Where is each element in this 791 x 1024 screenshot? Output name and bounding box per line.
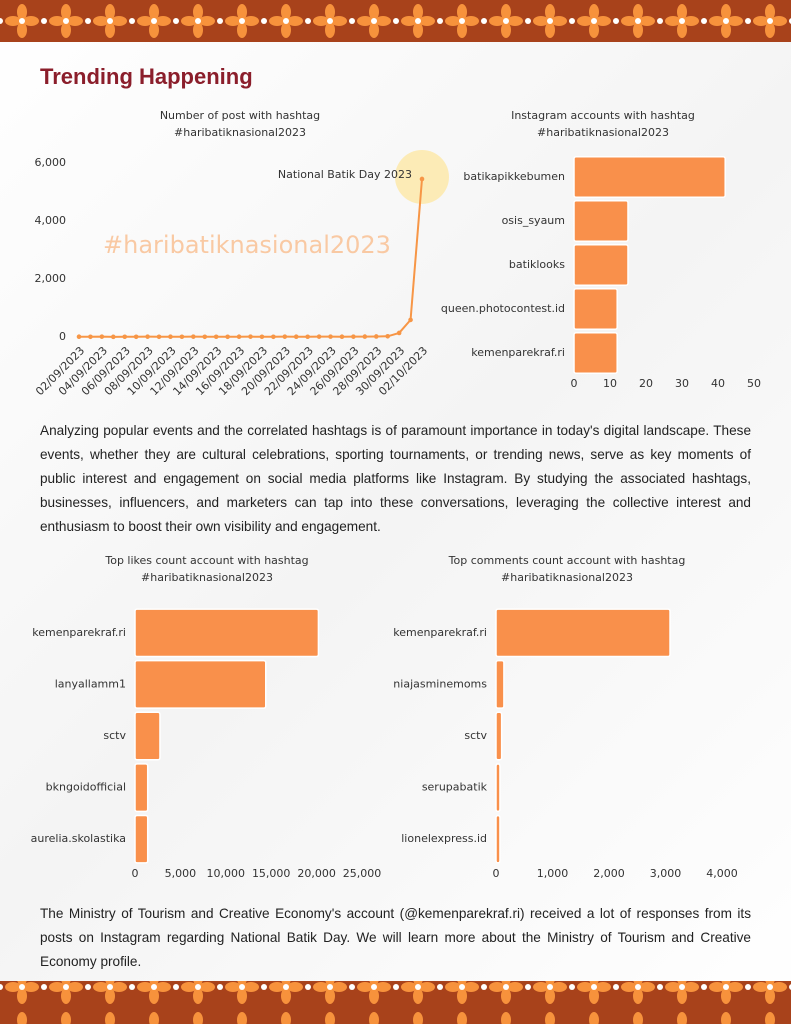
point (76, 334, 82, 340)
point (236, 334, 242, 340)
point (202, 334, 208, 340)
point (373, 334, 379, 339)
y-tick-label: niajasminemoms (393, 677, 487, 690)
point (225, 334, 230, 340)
bar (573, 156, 726, 198)
chart-title: Number of post with hashtag (160, 109, 320, 122)
point (419, 176, 425, 182)
chart-title: #haribatiknasional2023 (501, 571, 633, 584)
x-tick-label: 30 (675, 377, 689, 390)
bar (495, 659, 505, 709)
x-tick-label: 20,000 (297, 867, 336, 880)
point (351, 334, 356, 339)
x-tick-label: 3,000 (650, 867, 682, 880)
point (213, 334, 219, 340)
paragraph: The Ministry of Tourism and Creative Eco… (40, 906, 751, 969)
y-tick-label: queen.photocontest.id (441, 302, 565, 315)
point (271, 334, 276, 340)
chart-title: #haribatiknasional2023 (537, 126, 669, 139)
point (259, 334, 265, 340)
point (339, 334, 345, 340)
x-tick-label: 0 (571, 377, 578, 390)
x-tick-label: 15,000 (252, 867, 291, 880)
chart-title: #haribatiknasional2023 (174, 126, 306, 139)
y-tick-label: sctv (464, 729, 487, 742)
watermark: #haribatiknasional2023 (103, 231, 391, 259)
point (145, 334, 150, 339)
bar (495, 763, 501, 813)
top-border (0, 0, 791, 42)
point (396, 330, 402, 336)
bar (495, 711, 503, 761)
y-tick-label: kemenparekraf.ri (471, 346, 565, 359)
point (362, 334, 368, 339)
paragraph: Analyzing popular events and the correla… (40, 423, 751, 534)
point (156, 334, 162, 340)
y-tick-label: 6,000 (35, 156, 67, 169)
point (122, 334, 128, 340)
point (133, 334, 139, 340)
y-tick-label: 4,000 (35, 214, 67, 227)
point (111, 334, 116, 340)
point (408, 317, 413, 323)
x-tick-label: 50 (747, 377, 761, 390)
bar (134, 711, 161, 761)
y-tick-label: aurelia.skolastika (31, 832, 126, 845)
x-tick-label: 20 (639, 377, 653, 390)
bar (134, 659, 267, 709)
point (179, 334, 185, 340)
y-tick-label: batikapikkebumen (463, 170, 565, 183)
bottom-border (0, 981, 791, 1024)
point (385, 333, 391, 339)
x-tick-label: 10 (603, 377, 617, 390)
bar (573, 288, 618, 330)
chart-title: Top likes count account with hashtag (104, 554, 308, 567)
point (316, 334, 322, 339)
annotation: National Batik Day 2023 (278, 168, 412, 181)
page-title: Trending Happening (40, 64, 253, 89)
y-tick-label: kemenparekraf.ri (32, 626, 126, 639)
point (99, 334, 105, 339)
x-tick-label: 1,000 (537, 867, 569, 880)
bar (495, 608, 671, 658)
bar (134, 608, 320, 658)
point (248, 334, 253, 339)
point (88, 334, 93, 340)
y-tick-label: kemenparekraf.ri (393, 626, 487, 639)
x-tick-label: 40 (711, 377, 725, 390)
x-tick-label: 0 (493, 867, 500, 880)
bar (573, 332, 618, 374)
bar (495, 814, 501, 864)
x-tick-label: 25,000 (343, 867, 382, 880)
point (328, 334, 333, 339)
y-tick-label: 0 (59, 330, 66, 343)
x-tick-label: 5,000 (165, 867, 197, 880)
chart-title: Top comments count account with hashtag (448, 554, 686, 567)
y-tick-label: bkngoidofficial (46, 781, 126, 794)
y-tick-label: 2,000 (35, 272, 67, 285)
point (282, 334, 288, 339)
chart-title: #haribatiknasional2023 (141, 571, 273, 584)
y-tick-label: serupabatik (422, 781, 488, 794)
point (305, 334, 310, 340)
point (191, 334, 196, 339)
x-tick-label: 2,000 (593, 867, 625, 880)
bar (573, 244, 629, 286)
x-tick-label: 0 (132, 867, 139, 880)
bar (134, 814, 149, 864)
bar (134, 763, 149, 813)
point (293, 334, 299, 340)
point (168, 334, 173, 340)
x-tick-label: 4,000 (706, 867, 738, 880)
bar (573, 200, 629, 242)
y-tick-label: osis_syaum (502, 214, 565, 227)
y-tick-label: sctv (103, 729, 126, 742)
y-tick-label: lanyallamm1 (55, 677, 126, 690)
y-tick-label: lionelexpress.id (401, 832, 487, 845)
chart-title: Instagram accounts with hashtag (511, 109, 695, 122)
x-tick-label: 10,000 (207, 867, 246, 880)
y-tick-label: batiklooks (509, 258, 565, 271)
